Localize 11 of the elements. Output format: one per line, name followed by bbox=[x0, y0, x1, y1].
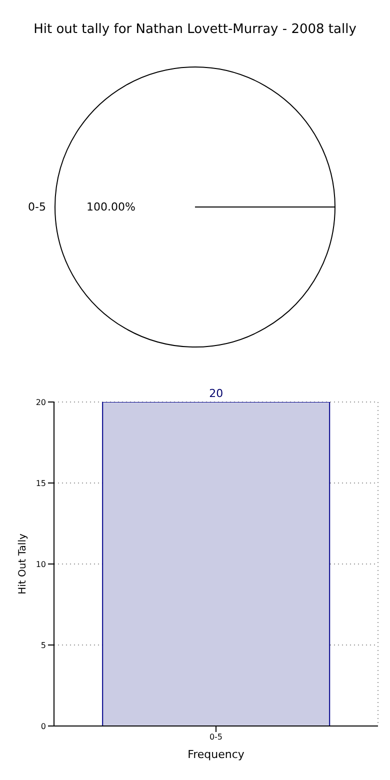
data-label: 20 bbox=[209, 387, 224, 400]
chart-title: Hit out tally for Nathan Lovett-Murray - 2008 tally bbox=[32, 21, 358, 37]
y-tick-label: 20 bbox=[36, 398, 46, 407]
data-label: 100.00% bbox=[86, 200, 136, 214]
y-tick-label: 10 bbox=[36, 560, 46, 569]
y-tick-label: 0 bbox=[40, 722, 46, 731]
y-tick-label: 15 bbox=[36, 478, 46, 488]
y-axis-title: Hit Out Tally bbox=[18, 534, 29, 594]
slice-label: 0-5 bbox=[28, 200, 46, 214]
x-axis-title: Frequency bbox=[188, 748, 245, 761]
y-tick-label: 5 bbox=[40, 640, 46, 650]
